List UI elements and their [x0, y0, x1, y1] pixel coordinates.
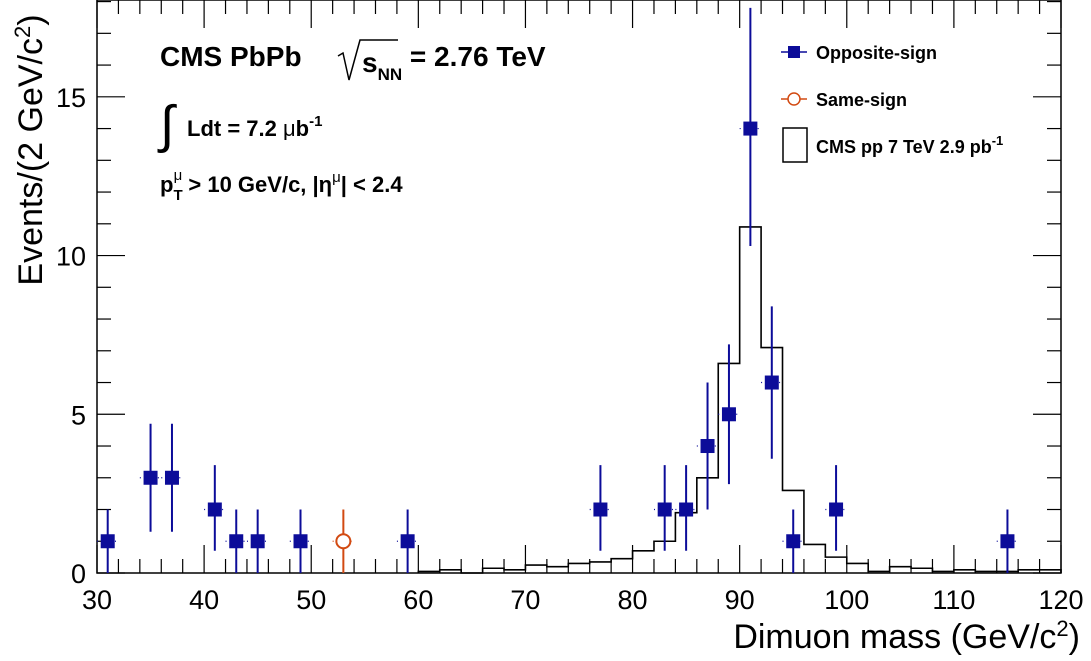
opposite-sign-marker [400, 534, 415, 549]
x-tick-label: 100 [824, 585, 869, 615]
y-tick-label: 5 [71, 400, 86, 430]
opposite-sign-point [97, 509, 119, 573]
opposite-sign-marker [164, 470, 179, 485]
y-axis-title: Events/(2 GeV/c2) [10, 14, 50, 285]
opposite-sign-point [739, 7, 762, 247]
legend-same-sign-label: Same-sign [816, 90, 907, 110]
opposite-sign-point [246, 509, 269, 573]
opposite-sign-marker [679, 502, 694, 517]
pp-reference-histogram [417, 226, 1062, 574]
opposite-sign-point [718, 344, 740, 485]
x-tick-label: 90 [725, 585, 755, 615]
x-tick-label: 50 [296, 585, 326, 615]
same-sign-point [332, 509, 355, 573]
opposite-sign-marker [764, 375, 779, 390]
opposite-sign-point [825, 465, 847, 551]
same-sign-marker [335, 533, 352, 550]
opposite-sign-marker [143, 470, 158, 485]
opposite-sign-point [396, 509, 419, 573]
y-tick-label: 10 [56, 242, 86, 272]
data-points [97, 7, 1019, 573]
histogram-outline [417, 226, 1062, 574]
opposite-sign-point [653, 465, 676, 551]
x-tick-label: 70 [510, 585, 540, 615]
plot-frame [96, 0, 1062, 574]
x-axis: 30 40 50 60 70 80 90 100 110 120 [82, 0, 1084, 615]
legend-opposite-sign-label: Opposite-sign [816, 43, 937, 63]
x-tick-label: 40 [189, 585, 219, 615]
legend-entry-same-sign: Same-sign [781, 90, 907, 110]
y-axis: 0 5 10 15 [56, 0, 1061, 589]
legend: Opposite-sign Same-sign CMS pp 7 TeV 2.9… [781, 43, 1003, 163]
y-tick-label: 0 [71, 559, 86, 589]
opposite-sign-point [139, 423, 162, 532]
legend-entry-opposite-sign: Opposite-sign [781, 43, 937, 63]
legend-opposite-sign-marker [788, 46, 800, 58]
opposite-sign-point [675, 465, 697, 551]
annotation-experiment: CMS PbPb sNN = 2.76 TeV ∫ Ldt = 7.2 μb-1… [157, 39, 546, 204]
opposite-sign-point [161, 423, 183, 532]
opposite-sign-marker [786, 534, 801, 549]
opposite-sign-marker [743, 121, 758, 136]
opposite-sign-marker [207, 502, 222, 517]
opposite-sign-point [782, 509, 804, 573]
legend-entry-pp-reference: CMS pp 7 TeV 2.9 pb-1 [782, 127, 1003, 163]
x-tick-label: 80 [618, 585, 648, 615]
x-tick-label: 60 [403, 585, 433, 615]
opposite-sign-point [204, 465, 226, 551]
opposite-sign-point [225, 509, 247, 573]
x-axis-title: Dimuon mass (GeV/c2) [733, 616, 1080, 656]
opposite-sign-marker [593, 502, 608, 517]
x-tick-label: 110 [932, 585, 975, 615]
svg-text:CMS PbPb: CMS PbPb [160, 41, 302, 72]
svg-text:sNN = 2.76 TeV: sNN = 2.76 TeV [362, 41, 546, 84]
opposite-sign-marker [829, 502, 844, 517]
opposite-sign-marker [250, 534, 265, 549]
opposite-sign-marker [657, 502, 672, 517]
opposite-sign-marker [100, 534, 115, 549]
legend-same-sign-marker [787, 92, 801, 106]
y-tick-label: 15 [56, 83, 86, 113]
opposite-sign-marker [700, 439, 715, 454]
x-tick-label: 30 [82, 585, 112, 615]
opposite-sign-point [289, 509, 312, 573]
svg-text:Ldt = 7.2 μb-1: Ldt = 7.2 μb-1 [187, 113, 322, 141]
legend-pp-reference-label: CMS pp 7 TeV 2.9 pb-1 [816, 133, 1003, 157]
opposite-sign-marker [1000, 534, 1015, 549]
opposite-sign-point [761, 306, 783, 459]
legend-pp-reference-box [782, 127, 808, 163]
opposite-sign-marker [721, 407, 736, 422]
opposite-sign-point [996, 509, 1019, 573]
opposite-sign-marker [293, 534, 308, 549]
opposite-sign-point [696, 382, 719, 510]
opposite-sign-marker [229, 534, 244, 549]
integral-symbol: ∫ [157, 96, 177, 154]
opposite-sign-point [589, 465, 612, 551]
x-tick-label: 120 [1038, 585, 1083, 615]
sqrt-symbol [337, 39, 398, 81]
svg-text:pTμ > 10 GeV/c, |ημ| < 2.4: pTμ > 10 GeV/c, |ημ| < 2.4 [160, 167, 403, 204]
